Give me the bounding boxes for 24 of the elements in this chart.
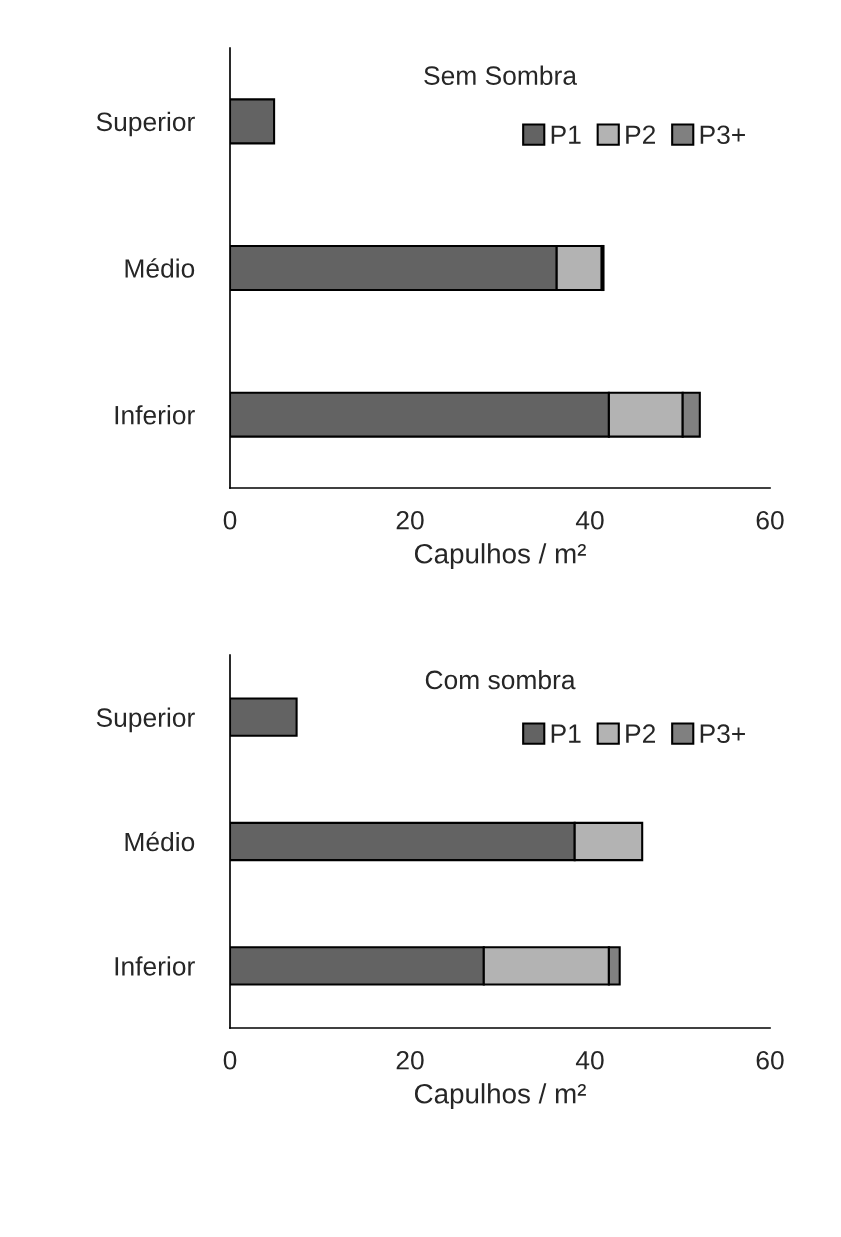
legend-label: P3+	[700, 125, 745, 145]
x-tick-label: 0	[223, 1050, 237, 1070]
x-tick-label: 20	[396, 1050, 424, 1070]
x-tick-label: 40	[575, 510, 604, 530]
legend-label: P2	[626, 125, 656, 144]
legend-label: P1	[551, 125, 581, 144]
y-tick-label: Médio	[125, 831, 195, 852]
x-tick-label: 60	[756, 1050, 784, 1070]
text: Sem Sombra	[424, 65, 577, 85]
x-tick-label: 60	[756, 510, 784, 530]
y-tick-label: Médio	[125, 258, 195, 278]
legend-label: P2	[626, 724, 656, 743]
legend-label: P3+	[700, 724, 745, 744]
x-tick-label: 0	[223, 510, 237, 530]
y-tick-label: Inferior	[115, 956, 195, 976]
y-tick-label: Superior	[96, 111, 195, 137]
x-tick-label: 40	[575, 1050, 604, 1070]
chart-title: Com sombra	[425, 669, 576, 690]
y-tick-label: Inferior	[115, 405, 195, 425]
x-axis-title: Capulhos / m²	[414, 543, 586, 570]
y-tick-label: Superior	[96, 707, 195, 733]
legend-label: P1	[551, 724, 581, 743]
x-tick-label: 20	[396, 510, 424, 530]
x-axis-title: Capulhos / m²	[414, 1083, 586, 1110]
